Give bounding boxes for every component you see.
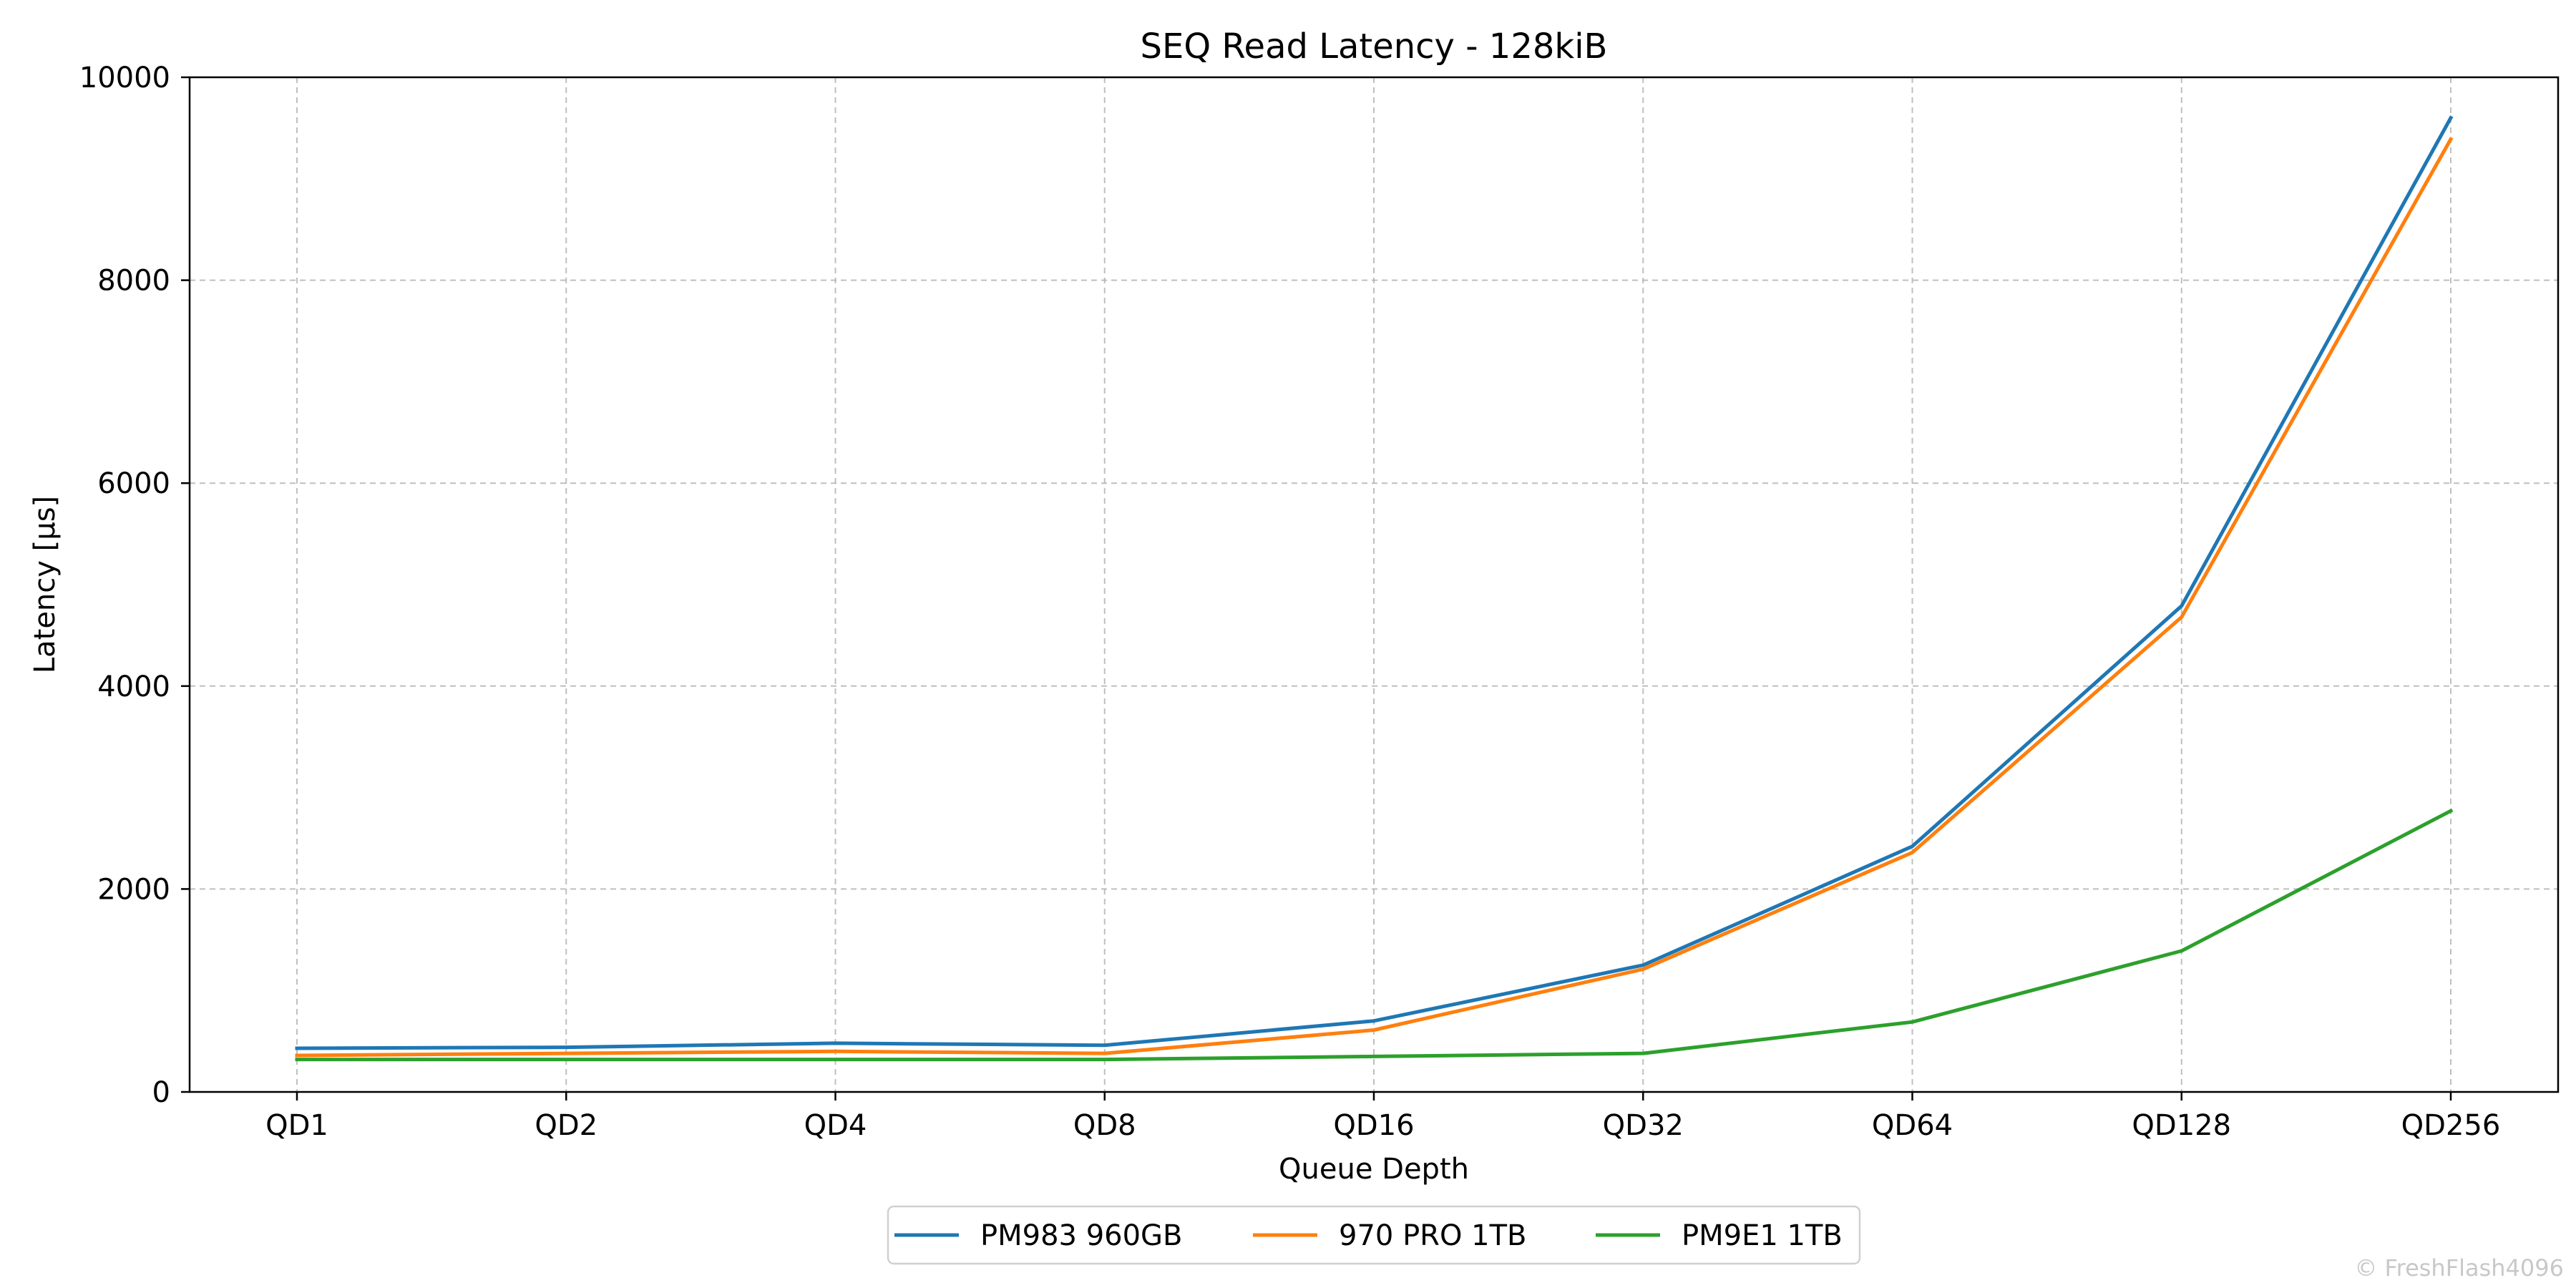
series-line (295, 115, 2454, 1050)
series-line (295, 137, 2454, 1058)
x-tick-label: QD128 (2132, 1109, 2231, 1142)
y-axis: 0 2000 4000 6000 8000 10000 (79, 62, 190, 1109)
legend-label: PM9E1 1TB (1682, 1219, 1843, 1252)
grid-layer (190, 77, 2558, 1092)
x-tick-label: QD2 (535, 1109, 597, 1142)
x-tick-label: QD16 (1333, 1109, 1414, 1142)
x-tick-label: QD32 (1603, 1109, 1684, 1142)
legend: PM983 960GB 970 PRO 1TB PM9E1 1TB (887, 1205, 1861, 1265)
watermark: © FreshFlash4096 (2354, 1254, 2564, 1282)
y-tick-label: 4000 (97, 670, 170, 703)
y-tick-label: 2000 (97, 873, 170, 906)
x-tick-label: QD256 (2401, 1109, 2501, 1142)
legend-label: 970 PRO 1TB (1339, 1219, 1527, 1252)
legend-box (887, 1205, 1861, 1265)
x-axis: QD1 QD2 QD4 QD8 QD16 QD32 QD64 QD128 QD256 (265, 1092, 2500, 1142)
series-layer (295, 115, 2454, 1062)
x-tick-label: QD1 (265, 1109, 328, 1142)
series-line (295, 808, 2454, 1062)
legend-label: PM983 960GB (980, 1219, 1182, 1252)
y-tick-label: 10000 (79, 62, 170, 94)
y-tick-label: 0 (152, 1076, 170, 1109)
chart-title: SEQ Read Latency - 128kiB (1141, 26, 1608, 67)
x-axis-label: Queue Depth (1279, 1153, 1469, 1186)
y-tick-label: 8000 (97, 265, 170, 298)
y-tick-label: 6000 (97, 467, 170, 500)
x-tick-label: QD8 (1073, 1109, 1136, 1142)
y-axis-label: Latency [µs] (29, 496, 62, 673)
x-tick-label: QD4 (804, 1109, 867, 1142)
x-tick-label: QD64 (1872, 1109, 1953, 1142)
